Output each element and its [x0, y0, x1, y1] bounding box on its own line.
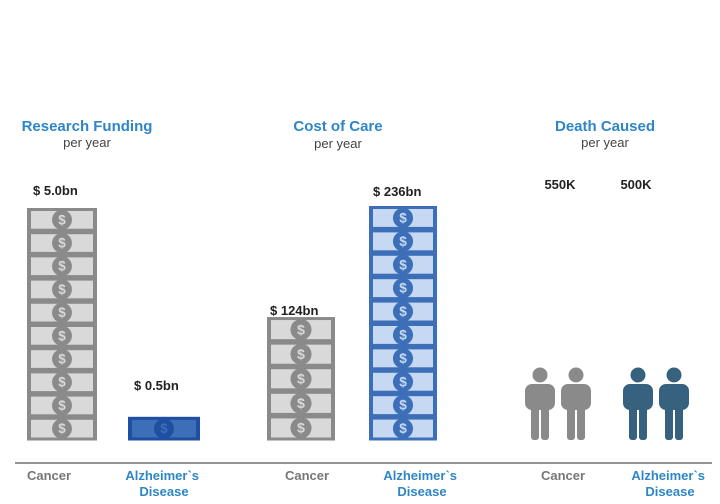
dollar-icon: $ [399, 421, 407, 436]
category-label-alzheimers-1: Alzheimer`s Disease [125, 468, 202, 499]
dollar-bill-icon: $ [369, 346, 437, 371]
value-label-research-cancer: $ 5.0bn [33, 183, 78, 198]
dollar-icon: $ [399, 351, 407, 366]
death-caused-title: Death Caused [555, 118, 655, 135]
person-icon [659, 367, 689, 440]
dollar-bill-icon: $ [27, 254, 97, 279]
dollar-icon: $ [58, 282, 66, 297]
dollar-bill-icon: $ [369, 252, 437, 277]
category-label-alzheimers-2-line1: Alzheimer`s [383, 468, 457, 483]
dollar-icon: $ [58, 305, 66, 320]
dollar-bill-icon: $ [369, 416, 437, 441]
category-label-alzheimers-1-line2: Disease [139, 484, 188, 499]
category-label-cancer-1: Cancer [27, 468, 71, 483]
dollar-bill-icon: $ [369, 206, 437, 230]
category-label-alzheimers-3-line2: Disease [645, 484, 694, 499]
money-stack-cost-cancer: $ $ $ $ $ [267, 317, 335, 441]
value-label-cost-cancer: $ 124bn [270, 303, 318, 318]
category-label-cancer-2: Cancer [285, 468, 329, 483]
dollar-icon: $ [399, 210, 407, 225]
person-icon [623, 367, 653, 440]
dollar-icon: $ [399, 327, 407, 342]
dollar-bill-icon: $ [27, 347, 97, 371]
dollar-bill-icon: $ [267, 366, 335, 392]
research-funding-title: Research Funding [22, 118, 153, 135]
dollar-bill-icon: $ [369, 299, 437, 324]
dollar-icon: $ [399, 257, 407, 272]
value-label-cost-alzheimers: $ 236bn [373, 184, 421, 199]
dollar-bill-icon: $ [27, 277, 97, 302]
dollar-icon: $ [297, 322, 305, 338]
category-label-cancer-3: Cancer [541, 468, 585, 483]
money-stack-research-alzheimers: $ [128, 416, 200, 441]
research-funding-subtitle: per year [63, 135, 111, 150]
dollar-bill-icon: $ [369, 393, 437, 418]
category-label-alzheimers-3-line1: Alzheimer`s [631, 468, 705, 483]
money-stack-research-cancer: $ $ $ $ $ $ $ $ $ $ [27, 208, 97, 441]
people-cancer [525, 285, 591, 440]
dollar-bill-icon: $ [27, 393, 97, 418]
dollar-bill-icon: $ [267, 415, 335, 441]
cost-of-care-subtitle: per year [314, 136, 362, 151]
dollar-bill-icon: $ [267, 390, 335, 416]
dollar-icon: $ [297, 396, 305, 412]
dollar-icon: $ [58, 236, 66, 251]
category-label-alzheimers-2-line2: Disease [397, 484, 446, 499]
dollar-icon: $ [58, 352, 66, 367]
value-label-research-alzheimers: $ 0.5bn [134, 378, 179, 393]
dollar-icon: $ [160, 421, 168, 436]
dollar-bill-icon: $ [27, 231, 97, 255]
dollar-bill-icon: $ [267, 317, 335, 343]
person-icon [525, 285, 531, 358]
money-stack-cost-alzheimers: $ $ $ $ $ $ $ $ $ $ [369, 206, 437, 441]
death-caused-subtitle: per year [581, 135, 629, 150]
person-icon [561, 367, 591, 440]
dollar-bill-icon: $ [267, 341, 335, 367]
dollar-bill-icon: $ [27, 370, 97, 395]
value-label-death-cancer: 550K [544, 177, 576, 192]
dollar-bill-icon: $ [369, 229, 437, 254]
dollar-icon: $ [297, 421, 305, 437]
dollar-icon: $ [399, 304, 407, 319]
dollar-icon: $ [58, 212, 66, 227]
category-label-alzheimers-3: Alzheimer`s Disease [631, 468, 708, 499]
dollar-bill-icon: $ [27, 324, 97, 348]
dollar-icon: $ [399, 234, 407, 249]
dollar-icon: $ [58, 259, 66, 274]
dollar-bill-icon: $ [128, 416, 200, 441]
person-icon [525, 367, 555, 440]
dollar-icon: $ [297, 372, 305, 388]
dollar-bill-icon: $ [369, 369, 437, 394]
dollar-icon: $ [58, 398, 66, 413]
dollar-bill-icon: $ [27, 416, 97, 441]
people-alzheimers [623, 367, 689, 440]
dollar-icon: $ [58, 328, 66, 343]
category-label-alzheimers-2: Alzheimer`s Disease [383, 468, 460, 499]
dollar-bill-icon: $ [27, 300, 97, 325]
category-label-alzheimers-1-line1: Alzheimer`s [125, 468, 199, 483]
dollar-bill-icon: $ [369, 323, 437, 347]
dollar-bill-icon: $ [27, 208, 97, 232]
dollar-bill-icon: $ [369, 276, 437, 301]
dollar-icon: $ [58, 375, 66, 390]
dollar-icon: $ [399, 281, 407, 296]
cost-of-care-title: Cost of Care [293, 118, 382, 135]
dollar-icon: $ [399, 374, 407, 389]
dollar-icon: $ [399, 398, 407, 413]
dollar-icon: $ [58, 421, 66, 436]
value-label-death-alzheimers: 500K [620, 177, 652, 192]
dollar-icon: $ [297, 347, 305, 363]
